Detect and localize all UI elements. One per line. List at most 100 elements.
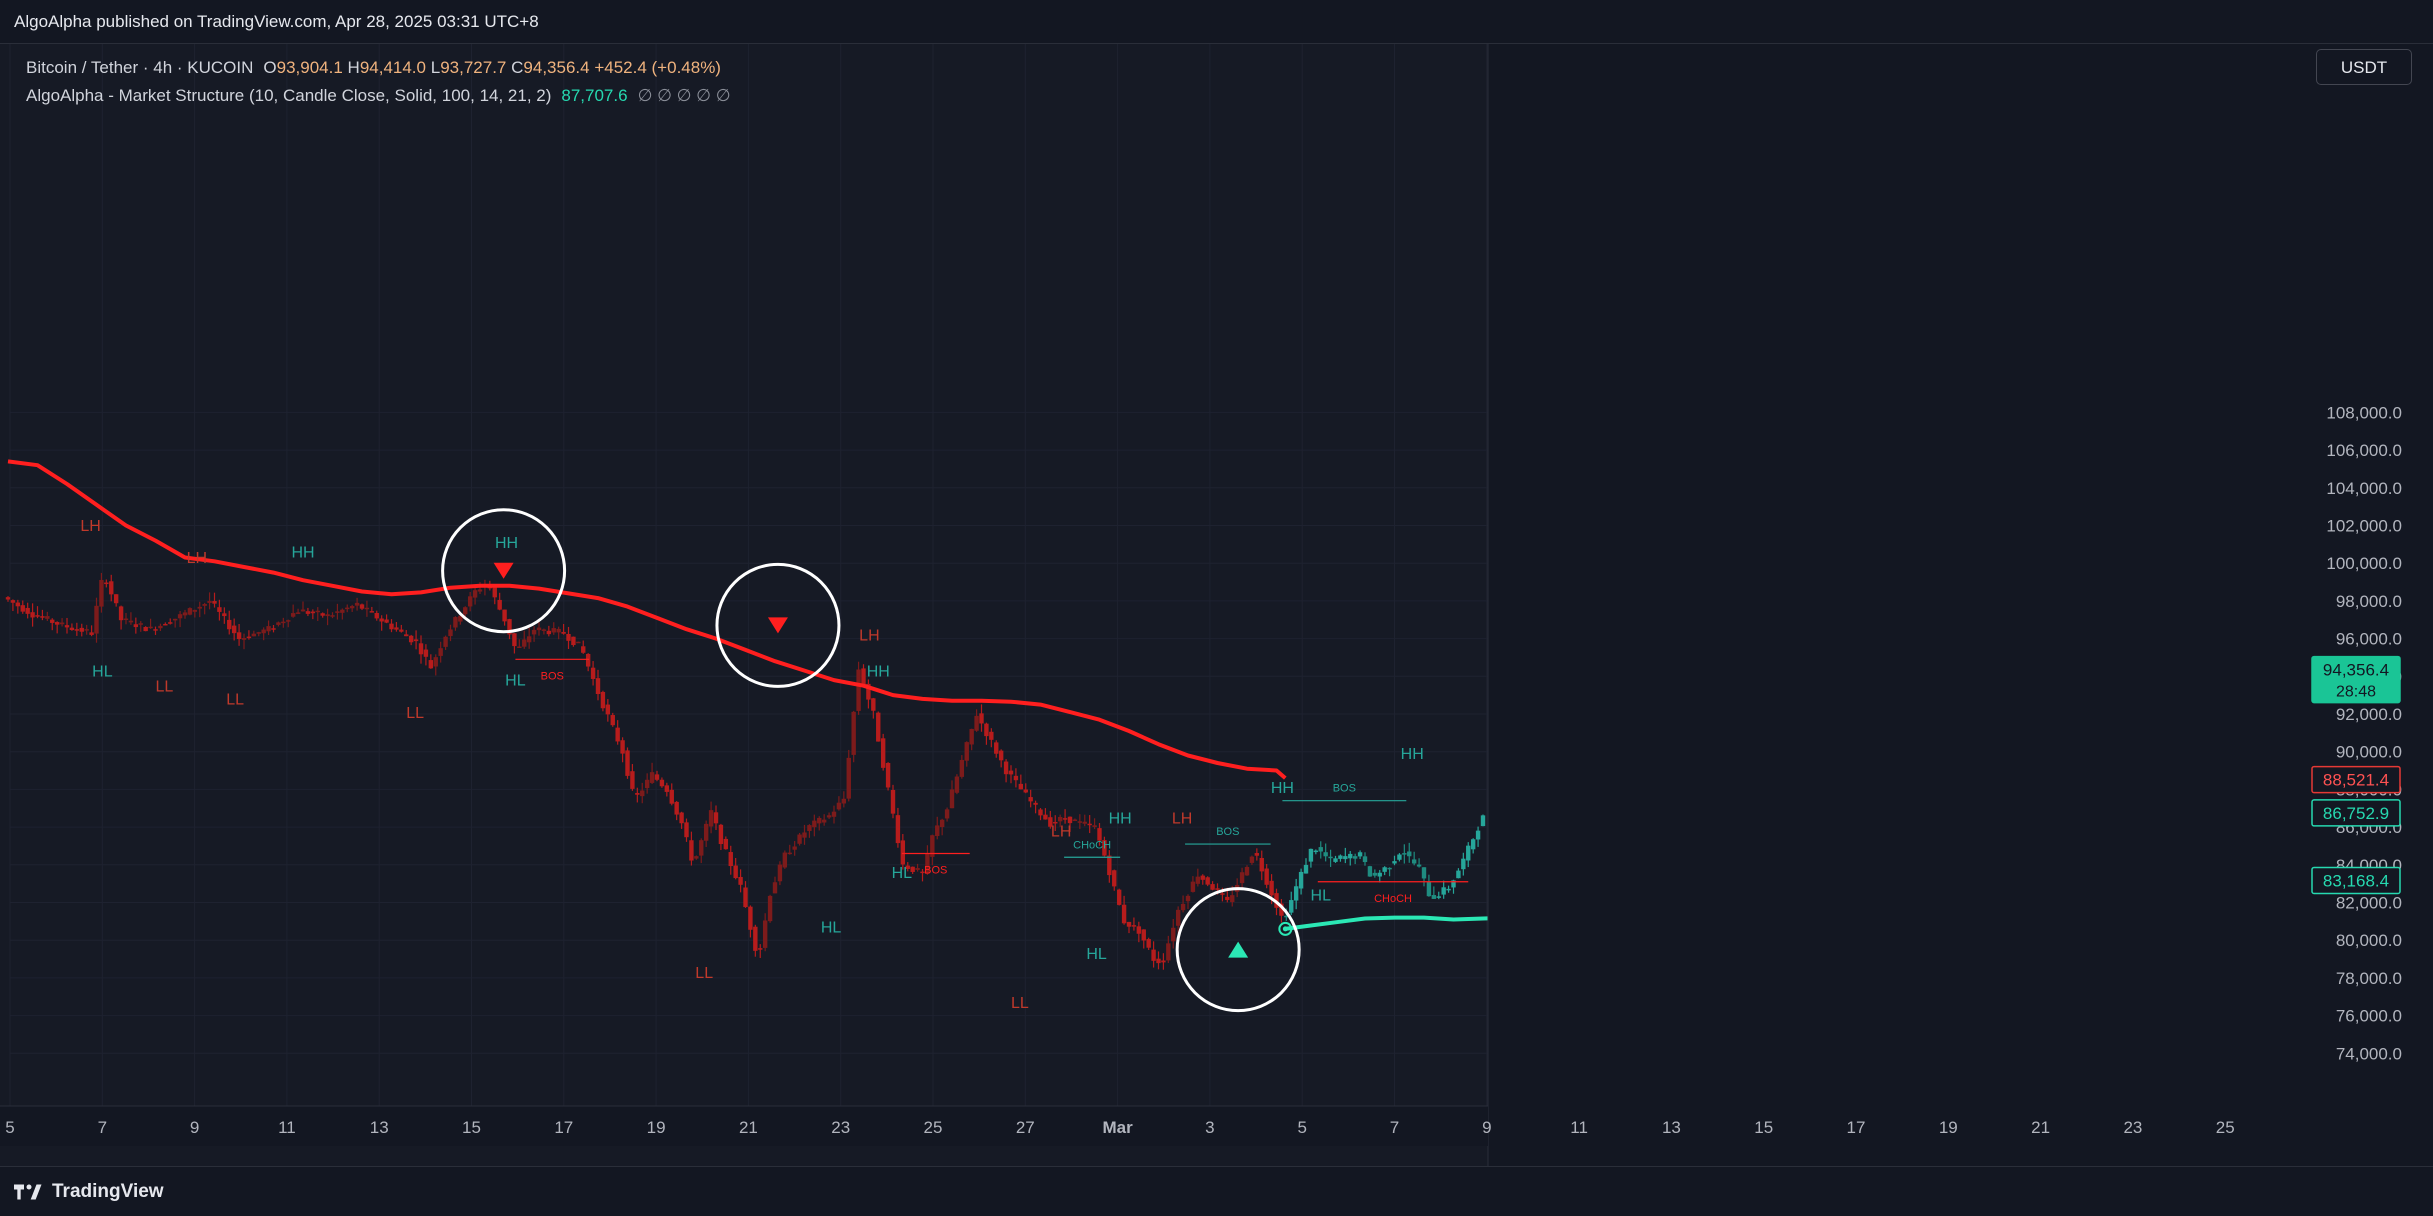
price-tick-label: 108,000.0 [2326,403,2402,422]
structure-line-label: BOS [924,864,947,876]
candle-body [1352,856,1358,859]
candle-body [531,629,537,635]
structure-line-label: CHoCH [1374,893,1412,905]
candle-body [1107,855,1112,876]
candle-body [1087,823,1092,826]
structure-label: LH [859,627,879,644]
candle-body [758,948,763,950]
price-chart[interactable]: BOSBOSCHoCHBOSBOSCHoCHLHHLLHLLHHLLLLHHHL… [0,44,2433,1166]
candle-body [276,622,281,625]
price-tick-label: 82,000.0 [2336,894,2402,913]
structure-label: HH [291,545,314,562]
candle-body [1298,871,1304,889]
candle-body [187,608,193,615]
candle-body [1333,858,1338,862]
candle-body [1028,797,1033,802]
candle-body [1077,821,1083,823]
candle-body [45,616,50,619]
candle-body [1402,853,1407,855]
candle-body [349,606,355,609]
candle-body [1348,853,1353,859]
price-tick-label: 104,000.0 [2326,479,2402,498]
candle-body [163,623,168,626]
candle-body [192,609,198,612]
symbol-name[interactable]: Bitcoin / Tether · 4h · KUCOIN [26,58,254,77]
candle-body [1426,882,1432,897]
candle-body [433,657,438,667]
structure-label: HH [1109,810,1132,827]
candle-body [954,776,960,793]
candle-body [59,622,65,625]
candle-body [1151,949,1156,961]
candle-body [1377,872,1382,877]
candle-body [315,610,320,613]
low-value: 93,727.7 [440,58,507,77]
price-tags: 94,356.4 28:48 88,521.4 86,752.9 83,168.4 [2311,655,2401,895]
candle-body [148,626,153,629]
candle-body [236,632,242,640]
candle-body [576,641,581,644]
candle-body [1008,770,1014,775]
candle-body [517,646,522,649]
symbol-legend-row[interactable]: Bitcoin / Tether · 4h · KUCOIN O93,904.1… [26,54,731,82]
candle-body [50,619,55,623]
candle-body [104,582,109,585]
tradingview-logo[interactable]: TradingView [14,1181,164,1203]
candle-body [1436,896,1441,898]
time-tick-label: 7 [98,1118,107,1137]
candle-body [1416,864,1422,867]
structure-line-label: BOS [1333,783,1356,795]
candle-body [728,852,733,867]
chart-area[interactable]: BOS BOS CHoCH BOS BOS CHoCH LH HL LH LL HH LL LL HH HL… [0,44,2433,1166]
signal-circle [441,508,567,634]
top-bar: AlgoAlpha published on TradingView.com, … [0,0,2433,44]
high-key: H [347,58,360,77]
time-tick-label: 27 [1016,1118,1035,1137]
candle-body [649,772,655,783]
candle-body [109,581,114,595]
candle-body [1023,789,1028,793]
structure-annotations: BOSBOSCHoCHBOSBOSCHoCHLHHLLHLLHHLLLLHHHL… [80,518,1469,1012]
candle-body [1038,809,1043,816]
candle-body [182,612,188,616]
candle-body [571,636,576,646]
candle-body [1338,855,1343,859]
candle-body [787,852,792,855]
time-tick-label: 17 [1847,1118,1866,1137]
candle-body [605,704,611,715]
sell-signal-marker [767,617,788,634]
candle-body [556,628,561,633]
candle-body [197,606,202,609]
candle-body [15,602,21,607]
indicator-value: 87,707.6 [561,86,628,105]
candle-body [1131,925,1137,927]
indicator-legend-row[interactable]: AlgoAlpha - Market Structure (10, Candle… [26,82,731,110]
candle-body [1171,927,1176,942]
candle-body [600,691,606,709]
candle-body [1367,866,1373,877]
candle-body [1293,886,1299,901]
candle-body [64,625,70,628]
candle-body [497,599,502,610]
structure-label: LH [80,518,100,535]
candle-body [290,613,296,617]
time-tick-label: 19 [1939,1118,1958,1137]
candle-body [620,740,625,754]
candle-body [1289,900,1294,913]
candle-body [423,649,429,657]
indicator-name[interactable]: AlgoAlpha - Market Structure (10, Candle… [26,86,552,105]
candle-body [472,590,478,598]
candle-body [138,623,143,625]
candle-body [246,636,252,639]
candle-body [1003,761,1009,775]
candle-body [640,790,645,797]
candle-body [20,605,25,612]
candle-body [54,622,60,625]
candle-body [885,762,891,788]
price-tick-label: 90,000.0 [2336,743,2402,762]
structure-line-label: CHoCH [1073,839,1111,851]
price-tick-label: 98,000.0 [2336,592,2402,611]
currency-button[interactable]: USDT [2316,49,2412,85]
candle-body [1397,854,1402,860]
price-tag-label: 88,521.4 [2323,771,2389,790]
